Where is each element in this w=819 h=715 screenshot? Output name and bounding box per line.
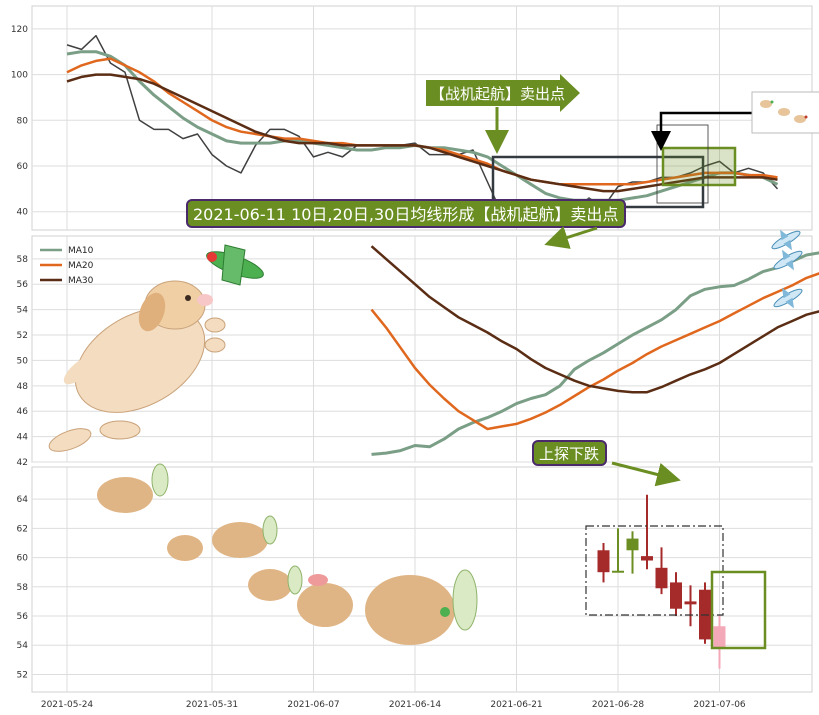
candle-body [641,556,653,561]
candle-body [684,601,697,605]
y-tick-label: 56 [17,280,29,290]
candle-body [670,582,682,609]
y-tick-label: 54 [17,641,29,651]
series-layer [66,34,819,456]
candle-body [626,538,639,551]
x-tick-label: 2021-06-07 [287,700,339,710]
y-tick-label: 62 [17,524,28,534]
x-tick-label: 2021-05-31 [186,700,238,710]
series-line-ma30-panel0 [66,73,778,193]
legend-ma10: MA10 [68,246,94,256]
legend-ma20: MA20 [68,261,94,271]
y-tick-label: 58 [17,255,29,265]
probe-pointer [611,461,681,487]
y-tick-label: 100 [11,71,28,81]
y-tick-label: 46 [17,407,29,417]
series-line-ma30-panel1 [370,245,819,394]
top-highlight-box [661,146,737,187]
propeller-dogs-picture [97,463,478,645]
legend-ma30: MA30 [68,276,94,286]
sell-arrow-label: 【战机起航】卖出点 [430,85,565,103]
sell-note-pointer [544,226,598,249]
sell-arrow-callout: 【战机起航】卖出点 [426,74,580,112]
y-tick-label: 40 [17,208,29,218]
plane-icon-2 [773,249,803,271]
sell-note-text: 2021-06-11 10日,20日,30日均线形成【战机起航】卖出点 [193,205,618,224]
y-tick-label: 42 [17,458,28,468]
legend: MA10 MA20 MA30 [40,246,94,286]
probe-callout: 上探下跌 [532,440,607,466]
bottom-dashed-box [585,525,724,616]
series-line-ma10-panel1 [371,251,819,456]
dog-with-plane-picture [48,244,264,452]
y-tick-label: 60 [17,554,29,564]
y-tick-label: 120 [11,25,28,35]
y-tick-label: 48 [17,382,29,392]
y-tick-label: 58 [17,583,29,593]
thumbnail-dogs-picture [760,100,808,123]
x-tick-label: 2021-06-21 [490,700,542,710]
candle-body [713,626,726,649]
bottom-highlight-box [710,570,767,650]
x-tick-label: 2021-06-28 [592,700,645,710]
candle-body [655,567,668,589]
top-thin-frame [656,124,709,204]
y-tick-label: 80 [17,116,29,126]
y-tick-label: 60 [17,162,29,172]
plane-icon-3 [773,287,803,309]
series-line-ma20-panel1 [370,272,819,431]
top-elbow-connector [651,111,752,151]
y-tick-label: 52 [17,670,28,680]
y-tick-label: 44 [17,433,29,443]
sell-note-callout: 2021-06-11 10日,20日,30日均线形成【战机起航】卖出点 [186,199,626,228]
x-tick-label: 2021-05-24 [41,700,94,710]
plane-icon-1 [771,229,801,251]
y-tick-label: 54 [17,306,29,316]
green-plane-icon [206,244,264,286]
top-panel-frame [31,5,813,231]
candle-body [612,570,624,573]
tick-layer: 40 60 80 100 120 42 44 46 48 50 52 54 56 58 52 54 56 58 60… [11,25,746,710]
y-tick-label: 52 [17,331,28,341]
x-tick-label: 2021-06-14 [389,700,442,710]
y-tick-label: 56 [17,612,29,622]
probe-label: 上探下跌 [539,445,599,463]
y-tick-label: 64 [17,495,29,505]
candle-body [597,550,610,573]
y-tick-label: 50 [17,356,29,366]
x-tick-label: 2021-07-06 [693,700,746,710]
series-line-close-panel0 [66,34,779,215]
